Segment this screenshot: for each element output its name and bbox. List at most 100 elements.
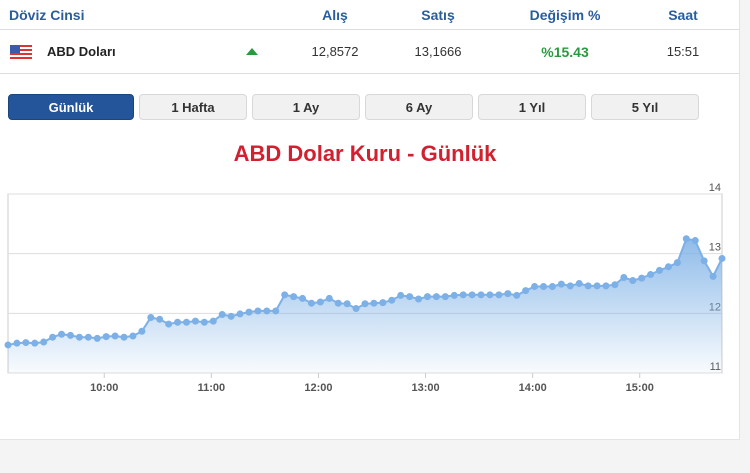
triangle-up-icon: [246, 48, 258, 55]
data-point: [566, 282, 574, 290]
data-point: [156, 315, 164, 323]
table-row[interactable]: ABD Doları 12,8572 13,1666 %15.43 15:51: [0, 30, 740, 74]
data-point: [718, 254, 726, 262]
data-point: [638, 274, 646, 282]
currency-panel: Döviz Cinsi Alış Satış Değişim % Saat AB…: [0, 0, 740, 440]
data-point: [548, 282, 556, 290]
data-point: [709, 272, 717, 280]
data-point: [31, 339, 39, 347]
y-tick-label: 13: [709, 242, 721, 254]
data-point: [468, 291, 476, 299]
data-point: [397, 291, 405, 299]
x-tick-label: 14:00: [519, 382, 547, 394]
data-point: [423, 293, 431, 301]
data-point: [647, 271, 655, 279]
x-tick-label: 12:00: [304, 382, 332, 394]
x-tick-label: 13:00: [411, 382, 439, 394]
tab-1-year[interactable]: 1 Yıl: [478, 94, 586, 120]
currency-name[interactable]: ABD Doları: [47, 44, 116, 59]
data-point: [557, 280, 565, 288]
data-point: [388, 296, 396, 304]
data-point: [4, 341, 12, 349]
data-point: [111, 332, 119, 340]
data-point: [138, 327, 146, 335]
data-point: [254, 307, 262, 315]
header-buy: Alış: [322, 6, 348, 23]
data-point: [691, 237, 699, 245]
data-point: [370, 299, 378, 307]
x-tick-label: 11:00: [198, 382, 226, 394]
time-value: 15:51: [666, 44, 700, 59]
data-point: [352, 305, 360, 313]
data-point: [584, 282, 592, 290]
data-point: [682, 235, 690, 243]
data-point: [66, 331, 74, 339]
data-point: [611, 281, 619, 289]
tab-1-week[interactable]: 1 Hafta: [139, 94, 247, 120]
data-point: [183, 318, 190, 326]
data-point: [22, 339, 30, 347]
data-point: [165, 320, 173, 328]
data-point: [191, 317, 199, 325]
data-point: [522, 287, 530, 295]
header-time: Saat: [668, 6, 698, 23]
data-point: [361, 300, 369, 308]
data-point: [75, 333, 83, 341]
data-point: [629, 277, 637, 285]
data-point: [459, 291, 467, 299]
y-tick-label: 14: [709, 182, 721, 194]
data-point: [540, 282, 547, 290]
data-point: [200, 318, 208, 326]
data-point: [40, 338, 48, 346]
data-point: [84, 333, 92, 341]
header-sell: Satış: [421, 6, 455, 23]
data-point: [602, 282, 610, 290]
data-point: [13, 339, 21, 347]
data-point: [486, 291, 494, 299]
data-point: [334, 299, 342, 307]
header-change: Değişim %: [529, 6, 601, 23]
data-point: [441, 293, 449, 301]
x-tick-label: 10:00: [90, 382, 118, 394]
tab-daily[interactable]: Günlük: [8, 94, 134, 120]
data-point: [316, 298, 324, 306]
data-point: [236, 310, 244, 318]
data-point: [129, 332, 137, 340]
change-value: %15.43: [541, 43, 589, 60]
chart-title: ABD Dolar Kuru - Günlük: [233, 141, 497, 166]
data-point: [343, 300, 351, 308]
data-point: [325, 294, 333, 302]
x-tick-label: 15:00: [626, 382, 654, 394]
header-currency: Döviz Cinsi: [9, 6, 85, 23]
data-point: [415, 295, 423, 303]
data-point: [174, 318, 182, 326]
tab-6-months[interactable]: 6 Ay: [365, 94, 473, 120]
data-point: [147, 314, 155, 322]
data-point: [656, 266, 664, 274]
data-point: [673, 259, 681, 267]
data-point: [299, 294, 307, 302]
data-point: [432, 293, 440, 301]
tab-5-years[interactable]: 5 Yıl: [591, 94, 699, 120]
data-point: [307, 299, 315, 307]
data-point: [531, 282, 539, 290]
data-point: [513, 291, 521, 299]
data-point: [450, 291, 458, 299]
data-point: [93, 334, 101, 342]
sell-value: 13,1666: [414, 44, 462, 59]
buy-value: 12,8572: [311, 44, 359, 59]
data-point: [575, 280, 583, 287]
data-point: [620, 274, 628, 282]
data-point: [593, 282, 601, 290]
tab-1-month[interactable]: 1 Ay: [252, 94, 360, 120]
data-point: [58, 330, 66, 338]
data-point: [209, 317, 217, 325]
data-point: [504, 290, 512, 298]
data-point: [218, 311, 226, 319]
us-flag-icon: [10, 45, 32, 59]
data-point: [263, 307, 271, 315]
data-point: [102, 333, 110, 341]
data-point: [120, 333, 128, 341]
data-point: [245, 308, 253, 316]
